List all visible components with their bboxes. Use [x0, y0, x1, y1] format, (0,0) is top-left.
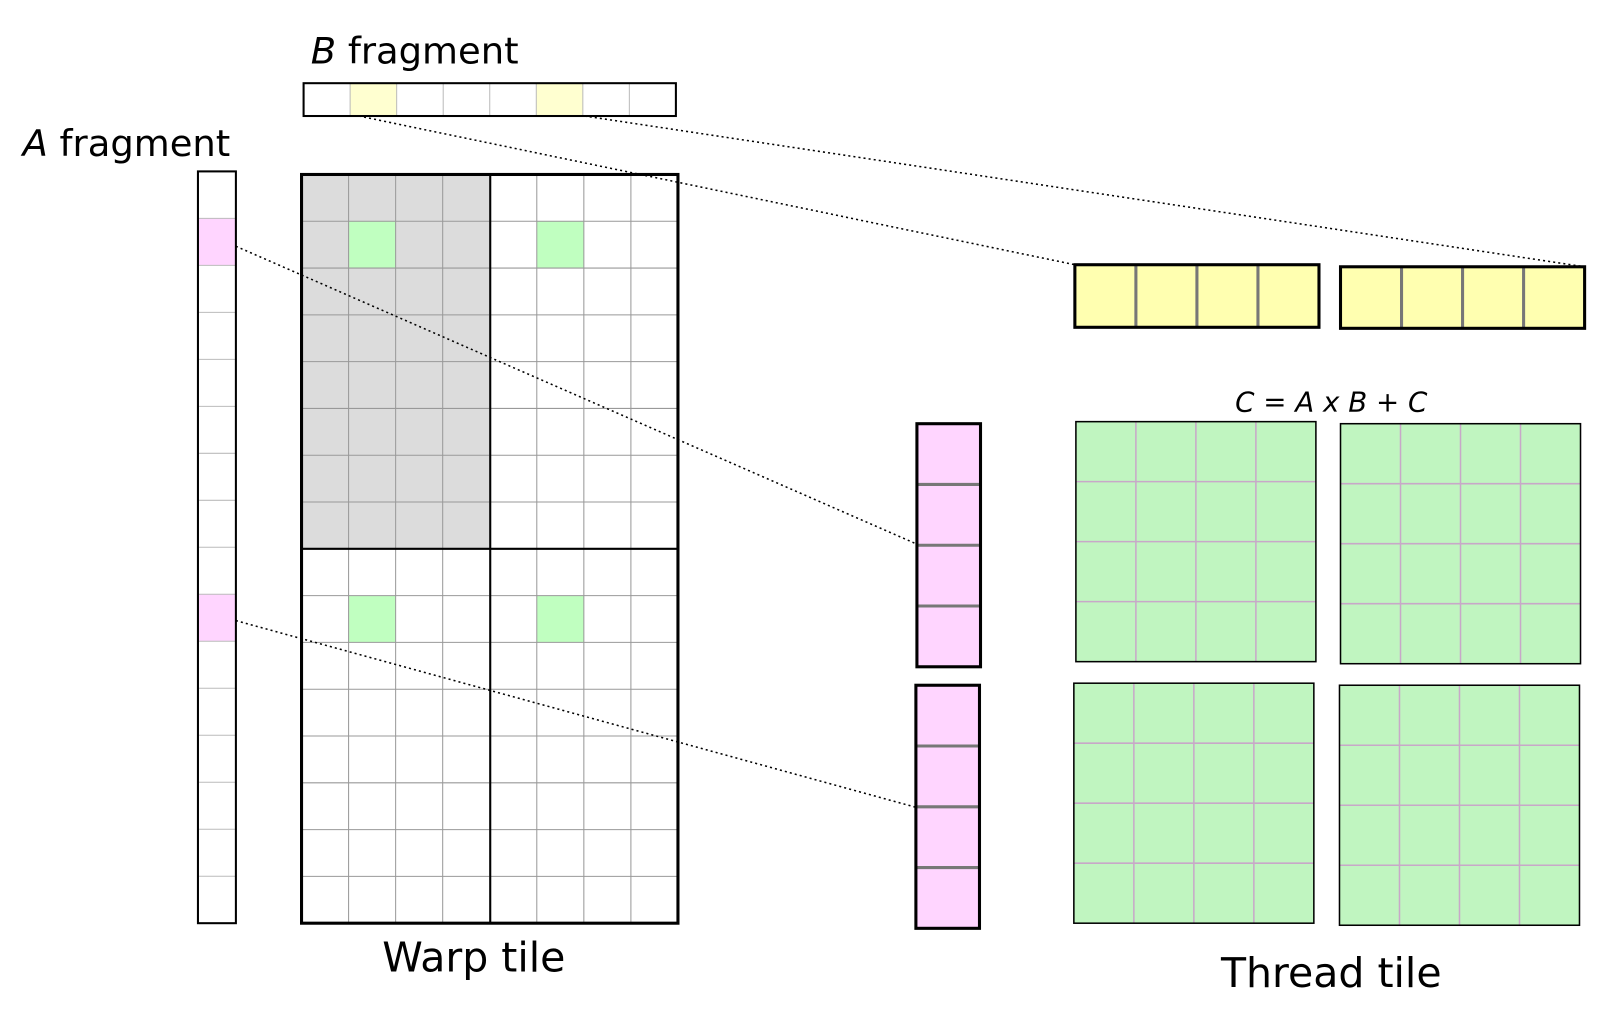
- cell: [442, 361, 490, 409]
- accumulator-border: [1338, 684, 1581, 927]
- connector: [358, 115, 1076, 266]
- connector: [235, 245, 917, 545]
- cell: [395, 174, 443, 222]
- cell: [442, 314, 490, 362]
- cell: [348, 502, 396, 549]
- cell: [301, 314, 349, 362]
- accumulator-border: [1339, 422, 1582, 665]
- equation: C = A x B + C: [1235, 385, 1428, 418]
- cell: [536, 221, 584, 269]
- thread-a-border: [914, 683, 982, 930]
- cell: [442, 268, 490, 315]
- thread-b-border: [1338, 265, 1587, 330]
- cell: [442, 174, 490, 222]
- cell: [348, 268, 396, 315]
- cell: [301, 268, 349, 315]
- cell: [442, 221, 490, 269]
- cell: [301, 221, 349, 269]
- b-fragment-border: [302, 82, 677, 118]
- cell: [301, 408, 349, 456]
- cell: [395, 314, 443, 362]
- cell: [536, 83, 583, 117]
- accumulator-border: [1075, 420, 1317, 663]
- cell: [442, 455, 490, 503]
- cell: [536, 595, 584, 643]
- thread-tile-label: Thread tile: [1220, 949, 1442, 997]
- cell: [348, 221, 396, 269]
- a-fragment-border: [196, 170, 237, 925]
- cell: [197, 594, 236, 642]
- cell: [301, 455, 349, 503]
- cell: [348, 174, 396, 222]
- thread-a-border: [915, 422, 983, 669]
- cell: [348, 314, 396, 362]
- a-fragment-label: A fragment: [21, 122, 231, 165]
- cell: [395, 221, 443, 269]
- cell: [442, 502, 490, 549]
- cell: [348, 361, 396, 409]
- word: fragment: [60, 122, 231, 165]
- cell: [301, 361, 349, 409]
- cell: [350, 83, 397, 117]
- thread-b-border: [1073, 263, 1321, 329]
- connector: [584, 115, 1585, 268]
- cell: [348, 595, 396, 643]
- warp-tile-label: Warp tile: [382, 933, 565, 981]
- cell: [442, 408, 490, 456]
- cell: [301, 174, 349, 222]
- cell: [197, 218, 236, 266]
- cell: [395, 502, 443, 549]
- cell: [301, 502, 349, 549]
- symbol: B: [311, 30, 336, 73]
- symbol: A: [21, 122, 48, 165]
- cell: [395, 455, 443, 503]
- b-fragment-label: B fragment: [311, 30, 519, 73]
- cell: [348, 408, 396, 456]
- word: fragment: [348, 30, 519, 73]
- cell: [395, 408, 443, 456]
- cell: [395, 361, 443, 409]
- cell: [348, 455, 396, 503]
- accumulator-border: [1073, 682, 1315, 924]
- cell: [395, 268, 443, 315]
